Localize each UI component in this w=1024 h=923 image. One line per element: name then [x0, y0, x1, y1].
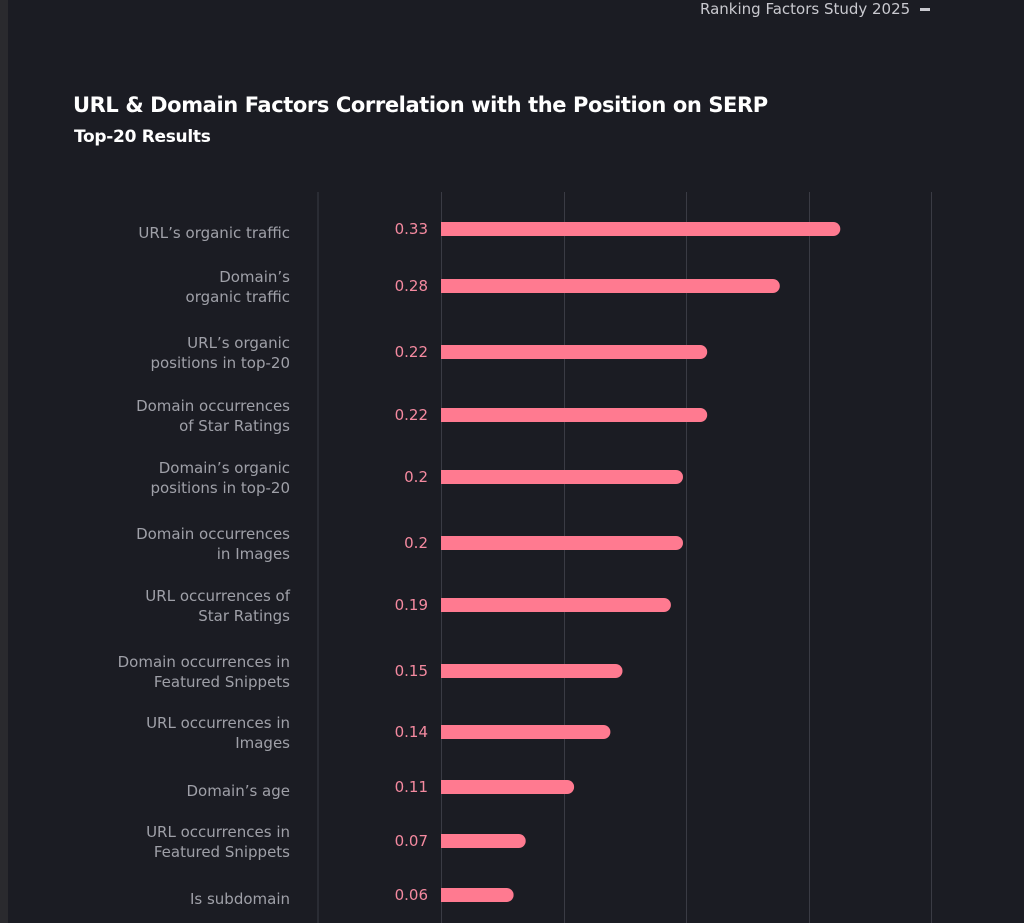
- value-label: 0.2: [404, 468, 428, 486]
- value-label: 0.28: [395, 277, 428, 295]
- bar: [441, 598, 671, 612]
- menu-icon[interactable]: [920, 8, 931, 11]
- category-label: Domain’s age: [187, 782, 291, 800]
- value-label: 0.06: [395, 886, 428, 904]
- bar: [441, 470, 683, 484]
- bar: [441, 725, 611, 740]
- category-label: URL’s organic positions in top-20: [150, 334, 290, 372]
- chart-title: URL & Domain Factors Correlation with th…: [73, 93, 768, 117]
- bar: [441, 279, 780, 293]
- category-label: Domain’s organic positions in top-20: [150, 459, 290, 497]
- doc-title-bar: Ranking Factors Study 2025: [700, 0, 931, 18]
- bar: [441, 834, 526, 848]
- bar: [441, 222, 841, 236]
- bar: [441, 888, 514, 902]
- bar: [441, 780, 575, 794]
- category-label: Domain occurrences of Star Ratings: [136, 397, 290, 435]
- category-label: Domain occurrences in Featured Snippets: [118, 653, 291, 691]
- value-label: 0.2: [404, 534, 428, 552]
- value-label: 0.19: [395, 596, 428, 614]
- value-label: 0.22: [395, 406, 428, 424]
- value-label: 0.07: [395, 832, 428, 850]
- bar: [441, 345, 708, 359]
- category-label: URL occurrences in Images: [146, 714, 290, 752]
- value-label: 0.22: [395, 343, 428, 361]
- window-edge: [0, 0, 8, 923]
- value-label: 0.14: [395, 723, 428, 741]
- category-label: URL occurrences of Star Ratings: [145, 587, 290, 625]
- category-label: URL’s organic traffic: [138, 224, 290, 242]
- doc-title: Ranking Factors Study 2025: [700, 0, 911, 18]
- bar: [441, 664, 623, 678]
- category-label: URL occurrences in Featured Snippets: [146, 823, 290, 861]
- chart-subtitle: Top-20 Results: [74, 127, 211, 147]
- value-label: 0.33: [395, 220, 428, 238]
- value-label: 0.11: [395, 778, 428, 796]
- bar: [441, 536, 683, 550]
- category-label: Is subdomain: [190, 890, 290, 908]
- value-label: 0.15: [395, 662, 428, 680]
- category-label: Domain occurrences in Images: [136, 525, 290, 563]
- category-label: Domain’s organic traffic: [186, 268, 291, 306]
- bar: [441, 408, 708, 422]
